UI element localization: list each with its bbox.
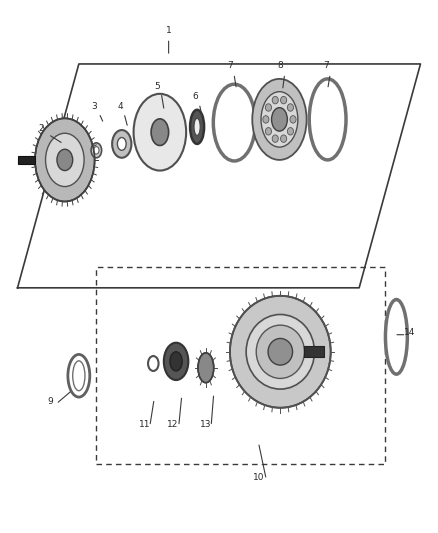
Text: 9: 9: [47, 397, 53, 406]
Text: 7: 7: [227, 61, 233, 70]
Text: 13: 13: [200, 420, 212, 429]
Text: 11: 11: [139, 420, 150, 429]
Ellipse shape: [170, 352, 182, 371]
Ellipse shape: [272, 135, 278, 142]
Ellipse shape: [265, 127, 272, 135]
Text: 6: 6: [192, 92, 198, 101]
Ellipse shape: [268, 338, 293, 365]
Ellipse shape: [35, 118, 95, 201]
Ellipse shape: [134, 94, 186, 171]
Text: 10: 10: [253, 473, 264, 482]
Ellipse shape: [287, 104, 293, 111]
Ellipse shape: [190, 110, 204, 144]
Ellipse shape: [246, 314, 314, 389]
Ellipse shape: [151, 119, 169, 146]
Ellipse shape: [281, 96, 287, 104]
Polygon shape: [304, 346, 324, 357]
Text: 5: 5: [154, 82, 160, 91]
Polygon shape: [18, 156, 35, 164]
Text: 7: 7: [323, 61, 329, 70]
Ellipse shape: [57, 149, 73, 171]
Ellipse shape: [272, 96, 278, 104]
Ellipse shape: [94, 147, 99, 154]
Ellipse shape: [290, 116, 296, 123]
Ellipse shape: [112, 130, 131, 158]
Ellipse shape: [91, 143, 102, 158]
Ellipse shape: [46, 133, 84, 187]
Ellipse shape: [256, 325, 304, 378]
Ellipse shape: [272, 108, 287, 131]
Text: 4: 4: [118, 102, 123, 111]
Ellipse shape: [287, 127, 293, 135]
Text: 1: 1: [166, 26, 172, 35]
Ellipse shape: [261, 92, 298, 147]
Text: 8: 8: [277, 61, 283, 70]
Text: 14: 14: [404, 328, 415, 337]
Text: 12: 12: [167, 420, 179, 429]
Ellipse shape: [73, 361, 85, 391]
Text: 2: 2: [39, 124, 44, 133]
Ellipse shape: [198, 353, 214, 383]
Ellipse shape: [164, 343, 188, 380]
Ellipse shape: [263, 116, 269, 123]
Ellipse shape: [230, 296, 331, 408]
Ellipse shape: [265, 104, 272, 111]
Ellipse shape: [252, 79, 307, 160]
Ellipse shape: [281, 135, 287, 142]
Text: 3: 3: [91, 102, 97, 111]
Ellipse shape: [117, 138, 126, 150]
Ellipse shape: [194, 118, 200, 135]
